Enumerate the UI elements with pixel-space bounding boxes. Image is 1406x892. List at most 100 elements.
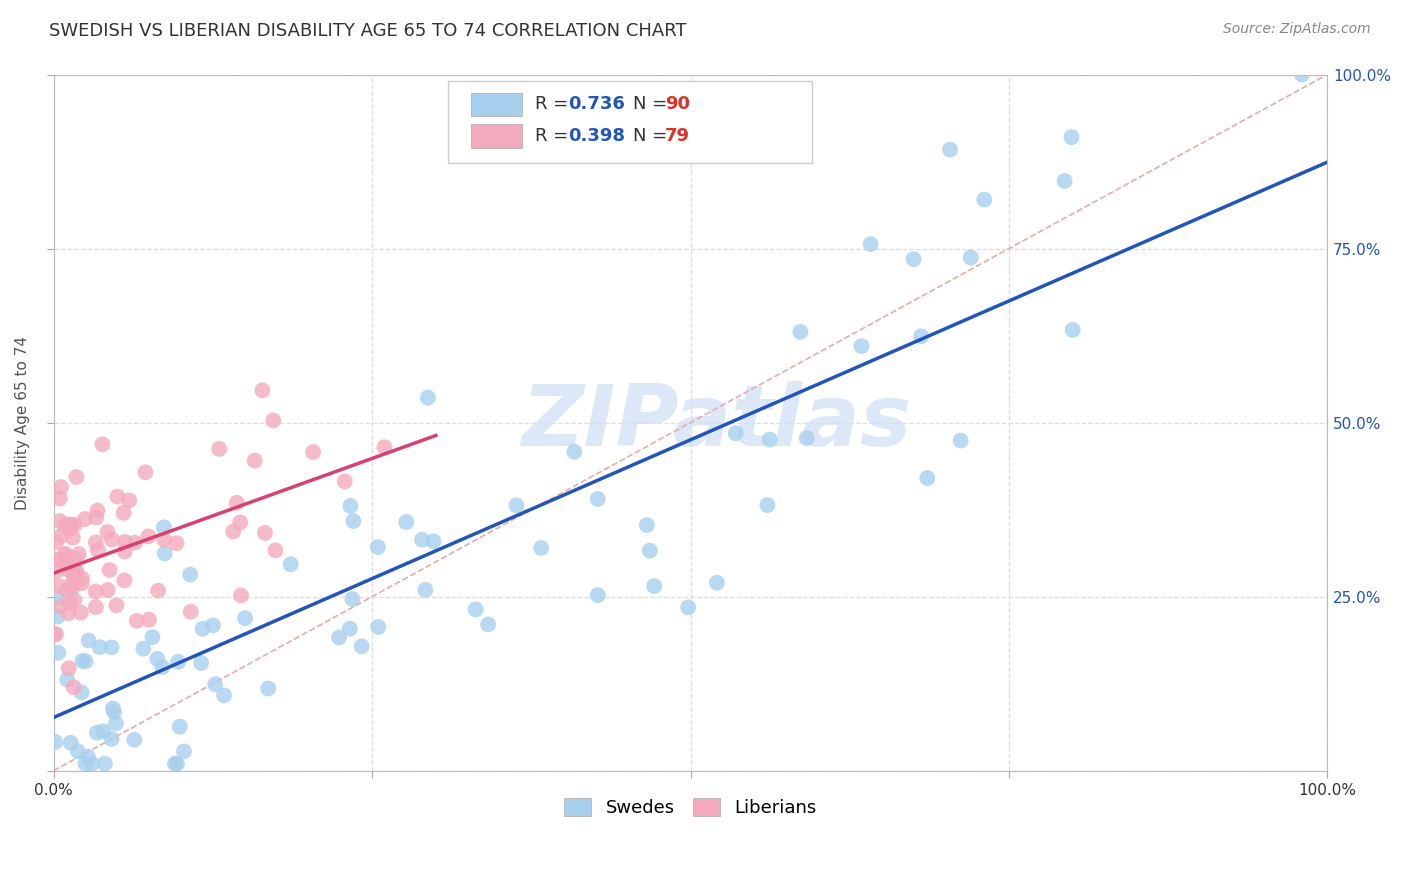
Point [66, 744, 89, 758]
Point [252, 384, 274, 398]
Point [45, 627, 67, 641]
Point [51, 529, 73, 543]
Point [59, 563, 82, 577]
Point [505, 499, 527, 513]
Point [97, 582, 120, 597]
Point [65, 564, 87, 578]
Point [949, 434, 972, 448]
Point [225, 496, 247, 510]
Point [46, 646, 69, 660]
Point [103, 705, 125, 719]
Point [49, 514, 72, 528]
Point [373, 440, 395, 454]
Point [60, 582, 83, 596]
Point [118, 493, 141, 508]
Point [101, 701, 124, 715]
Point [73, 512, 96, 526]
Point [153, 520, 176, 534]
Point [257, 681, 280, 696]
Point [101, 533, 124, 547]
Point [903, 252, 925, 267]
Point [328, 631, 350, 645]
Point [59, 579, 82, 593]
Point [262, 413, 284, 427]
Point [91, 437, 114, 451]
Point [586, 588, 609, 602]
Text: SWEDISH VS LIBERIAN DISABILITY AGE 65 TO 74 CORRELATION CHART: SWEDISH VS LIBERIAN DISABILITY AGE 65 TO… [49, 22, 688, 40]
Point [163, 756, 186, 771]
Point [910, 329, 932, 343]
Point [58, 607, 80, 621]
Point [477, 617, 499, 632]
Point [302, 445, 325, 459]
Point [48, 591, 70, 605]
Point [146, 652, 169, 666]
Point [339, 622, 361, 636]
Point [100, 640, 122, 655]
Point [222, 524, 245, 539]
Point [53, 548, 76, 562]
Point [51, 553, 73, 567]
Point [233, 611, 256, 625]
Point [339, 499, 361, 513]
Text: 0.736: 0.736 [568, 95, 626, 112]
Legend: Swedes, Liberians: Swedes, Liberians [557, 791, 824, 824]
Point [63, 517, 86, 532]
Point [243, 453, 266, 467]
Point [63, 551, 86, 566]
Point [395, 515, 418, 529]
Point [229, 516, 252, 530]
Point [56, 558, 79, 572]
Point [58, 661, 80, 675]
Point [789, 325, 811, 339]
Point [208, 442, 231, 456]
Point [342, 514, 364, 528]
Point [179, 567, 201, 582]
Point [112, 574, 135, 588]
Point [70, 576, 93, 591]
Point [72, 654, 94, 668]
Point [190, 656, 212, 670]
Point [70, 606, 93, 620]
Point [212, 689, 235, 703]
Point [114, 534, 136, 549]
FancyBboxPatch shape [471, 124, 523, 147]
Point [46, 578, 69, 592]
Point [63, 576, 86, 591]
Point [851, 339, 873, 353]
Point [60, 517, 83, 532]
Text: R =: R = [536, 95, 574, 112]
Point [796, 431, 818, 445]
Point [530, 541, 553, 555]
Point [973, 193, 995, 207]
Point [75, 756, 97, 771]
Point [153, 533, 176, 547]
Point [75, 654, 97, 668]
Point [280, 558, 302, 572]
Point [141, 630, 163, 644]
Point [1053, 174, 1076, 188]
Point [105, 599, 128, 613]
Point [132, 641, 155, 656]
Point [415, 582, 437, 597]
Point [46, 609, 69, 624]
FancyBboxPatch shape [449, 81, 811, 163]
Point [367, 620, 389, 634]
Point [62, 680, 84, 694]
Text: Source: ZipAtlas.com: Source: ZipAtlas.com [1223, 22, 1371, 37]
Point [586, 491, 609, 506]
Point [125, 614, 148, 628]
Point [1060, 130, 1083, 145]
Point [724, 426, 747, 441]
Text: 90: 90 [665, 95, 690, 112]
Point [939, 143, 962, 157]
Point [114, 544, 136, 558]
Point [49, 480, 72, 494]
Point [80, 756, 103, 771]
Point [84, 599, 107, 614]
Point [153, 546, 176, 560]
Point [638, 543, 661, 558]
Point [138, 613, 160, 627]
Point [333, 475, 356, 489]
Point [94, 756, 117, 771]
